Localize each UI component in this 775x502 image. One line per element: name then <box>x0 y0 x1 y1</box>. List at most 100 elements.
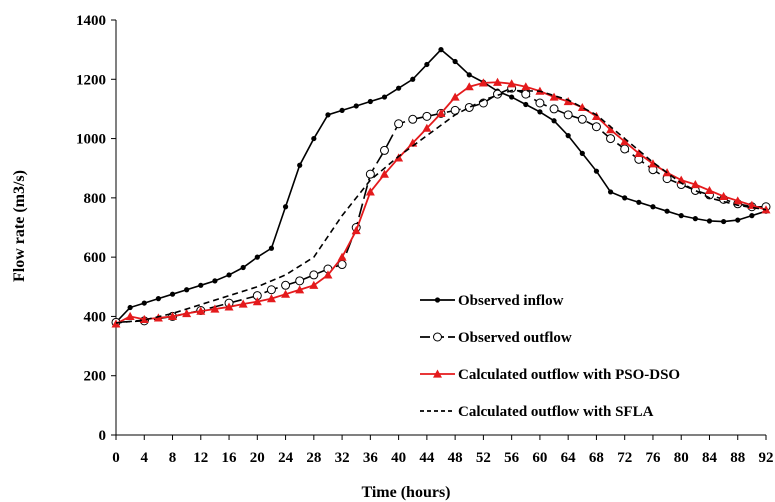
data-point <box>266 294 276 303</box>
data-point <box>622 195 628 201</box>
y-tick-label: 400 <box>84 309 107 325</box>
x-tick-label: 12 <box>193 450 208 466</box>
y-axis-label: Flow rate (m3/s) <box>11 170 28 282</box>
data-point <box>721 218 727 225</box>
legend: Observed inflow Observed outflow Calculate… <box>420 293 680 420</box>
data-point <box>509 94 515 100</box>
data-point <box>706 218 713 224</box>
x-tick-label: 84 <box>702 450 718 466</box>
data-point <box>155 296 161 302</box>
x-tick-label: 40 <box>391 450 406 466</box>
data-point <box>719 191 729 200</box>
y-tick-label: 1000 <box>76 132 106 148</box>
data-point <box>254 254 260 260</box>
data-point <box>410 76 416 82</box>
data-point <box>353 103 359 109</box>
data-point <box>268 245 275 251</box>
data-point <box>650 204 656 210</box>
data-point <box>196 306 206 315</box>
data-point <box>252 297 262 306</box>
data-point <box>325 112 331 118</box>
series-2 <box>111 83 771 327</box>
data-point <box>212 278 218 284</box>
data-point <box>433 332 442 342</box>
data-point <box>565 133 571 139</box>
data-point <box>139 314 149 323</box>
data-point <box>240 264 246 271</box>
x-tick-label: 32 <box>335 450 350 466</box>
data-point <box>478 78 488 87</box>
legend-label: Calculated outflow with PSO-DSO <box>458 367 680 383</box>
data-point <box>210 304 220 313</box>
data-point <box>182 308 192 318</box>
series-4 <box>115 89 767 324</box>
data-point <box>549 104 559 114</box>
data-point <box>125 311 135 321</box>
data-point <box>226 272 232 278</box>
legend-label: Observed outflow <box>458 330 572 346</box>
y-tick-label: 600 <box>84 250 107 266</box>
x-tick-label: 80 <box>674 450 689 466</box>
data-point <box>281 280 291 290</box>
data-point <box>394 119 404 129</box>
data-point <box>537 109 543 115</box>
data-point <box>664 208 670 214</box>
data-point <box>281 289 291 298</box>
series-line <box>115 89 767 324</box>
data-point <box>593 168 600 174</box>
x-tick-label: 4 <box>141 450 149 466</box>
x-tick-label: 0 <box>112 450 120 466</box>
data-point <box>450 105 460 115</box>
data-point <box>367 98 373 105</box>
data-point <box>521 82 531 91</box>
data-point <box>198 282 204 288</box>
data-point <box>749 213 755 219</box>
data-point <box>111 319 121 328</box>
data-point <box>507 79 517 88</box>
data-point <box>396 85 402 91</box>
legend-item-2: Observed outflow <box>420 330 572 346</box>
x-tick-label: 48 <box>448 450 463 466</box>
series-layer <box>111 47 771 328</box>
data-point <box>323 270 333 279</box>
data-point <box>523 101 529 108</box>
data-point <box>266 285 276 295</box>
x-tick-label: 92 <box>759 450 774 466</box>
legend-item-3: Calculated outflow with PSO-DSO <box>420 367 680 383</box>
data-point <box>466 72 472 78</box>
data-point <box>282 204 289 210</box>
legend-item-1: Observed inflow <box>420 293 564 309</box>
data-point <box>648 159 658 168</box>
x-tick-label: 64 <box>561 450 577 466</box>
x-axis-label: Time (hours) <box>361 484 450 501</box>
data-point <box>422 123 432 132</box>
y-tick-label: 1400 <box>76 13 106 29</box>
x-tick-label: 52 <box>476 450 491 466</box>
x-tick-label: 60 <box>532 450 547 466</box>
data-point <box>733 196 743 205</box>
data-point <box>563 97 573 106</box>
data-point <box>549 92 559 101</box>
series-line <box>115 81 767 325</box>
data-point <box>493 77 503 86</box>
data-point <box>434 297 441 303</box>
data-point <box>422 111 432 121</box>
y-tick-label: 800 <box>84 191 107 207</box>
x-tick-label: 8 <box>169 450 177 466</box>
data-point <box>295 276 305 286</box>
x-tick-label: 24 <box>278 450 294 466</box>
y-tick-label: 1200 <box>76 72 106 88</box>
data-point <box>365 187 375 196</box>
y-tick-label: 200 <box>84 369 107 385</box>
data-point <box>295 285 305 294</box>
data-point <box>379 169 389 178</box>
x-tick-label: 28 <box>306 450 321 466</box>
data-point <box>309 280 319 289</box>
data-point <box>238 299 248 308</box>
x-tick-label: 20 <box>250 450 265 466</box>
series-1 <box>113 47 769 325</box>
data-point <box>381 94 388 100</box>
x-tick-label: 44 <box>419 450 435 466</box>
